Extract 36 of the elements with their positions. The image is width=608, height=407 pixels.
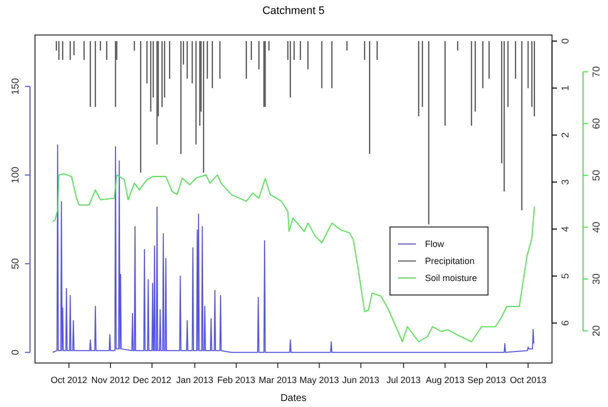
chart-title: Catchment 5 xyxy=(262,5,325,17)
y2-tick-label: 3 xyxy=(560,178,572,185)
x-tick-label: Feb 2013 xyxy=(217,375,256,385)
x-tick-label: May 2013 xyxy=(300,375,340,385)
y2-tick-label: 0 xyxy=(560,38,572,44)
y3-tick-label: 50 xyxy=(592,169,602,181)
y2-tick-label: 5 xyxy=(560,272,572,279)
legend-label: Flow xyxy=(425,239,444,249)
y-tick-label: 0 xyxy=(10,349,22,356)
x-tick-label: Nov 2012 xyxy=(91,375,130,385)
x-tick-label: Jan 2013 xyxy=(176,375,214,385)
legend-label: Precipitation xyxy=(425,256,475,266)
y2-tick-label: 1 xyxy=(560,84,572,91)
y2-tick-label: 6 xyxy=(560,320,572,326)
x-tick-label: Jul 2013 xyxy=(386,375,421,385)
x-tick-label: Jun 2013 xyxy=(342,375,380,385)
line-series xyxy=(52,144,534,353)
x-tick-label: Aug 2013 xyxy=(426,375,464,385)
y3-tick-label: 70 xyxy=(592,66,602,78)
y3-tick-label: 20 xyxy=(592,324,602,336)
y3-tick-label: 60 xyxy=(592,118,602,130)
line-series xyxy=(52,173,535,342)
x-tick-label: Mar 2013 xyxy=(258,375,297,385)
y2-tick-label: 2 xyxy=(560,132,572,138)
y-tick-label: 100 xyxy=(10,166,22,184)
legend-label: Soil moisture xyxy=(425,273,478,283)
x-tick-label: Oct 2012 xyxy=(50,375,88,385)
y2-tick-label: 4 xyxy=(560,226,572,232)
x-axis-title: Dates xyxy=(280,393,307,404)
y-tick-label: 50 xyxy=(10,258,22,270)
y3-tick-label: 30 xyxy=(592,273,602,285)
y3-tick-label: 40 xyxy=(592,221,602,233)
y-tick-label: 150 xyxy=(10,78,22,95)
x-tick-label: Sep 2013 xyxy=(467,375,506,385)
x-tick-label: Oct 2013 xyxy=(510,375,546,385)
x-tick-label: Dec 2012 xyxy=(132,375,172,385)
